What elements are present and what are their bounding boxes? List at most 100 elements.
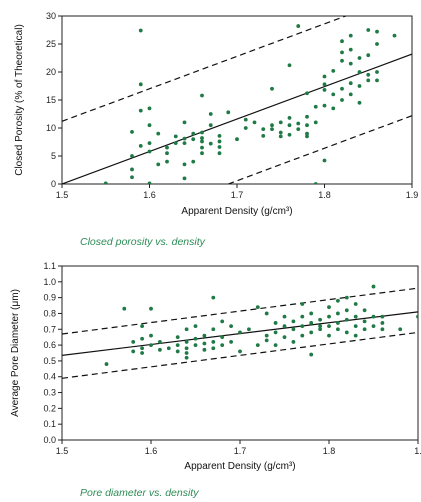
data-point	[270, 127, 274, 132]
data-point	[366, 78, 371, 83]
data-point	[371, 324, 376, 329]
data-point	[217, 145, 222, 149]
data-point	[273, 343, 278, 347]
data-point	[191, 137, 196, 142]
plot-frame	[61, 15, 413, 185]
data-point	[211, 340, 216, 344]
data-point	[357, 84, 362, 88]
data-point	[270, 86, 274, 91]
data-point	[340, 39, 344, 44]
data-point	[202, 347, 207, 352]
data-point	[322, 74, 327, 79]
data-point	[344, 330, 349, 335]
data-point	[175, 349, 180, 354]
data-point	[398, 327, 403, 332]
data-point	[380, 314, 385, 319]
data-point	[149, 333, 153, 338]
lower-band-line	[228, 115, 412, 184]
data-point	[243, 126, 248, 130]
data-point	[130, 130, 134, 134]
x-tick-label: 1.	[414, 446, 421, 456]
y-tick-label: 1.0	[43, 277, 56, 287]
data-point	[296, 24, 301, 28]
data-point	[305, 114, 309, 119]
data-point	[138, 108, 143, 113]
data-point	[182, 136, 187, 141]
data-point	[327, 305, 331, 310]
data-point	[184, 327, 189, 332]
plot-lines	[62, 16, 412, 184]
data-point	[147, 123, 152, 128]
data-point	[322, 82, 327, 87]
plot-lines	[62, 284, 418, 379]
data-point	[278, 134, 283, 139]
data-point	[366, 72, 371, 77]
data-point	[147, 141, 152, 146]
data-point	[208, 141, 213, 146]
data-point	[229, 340, 234, 344]
x-axis-label: Apparent Density (g/cm³)	[184, 461, 295, 472]
y-tick-label: 0.1	[43, 419, 56, 429]
y-tick-label: 0.5	[43, 356, 56, 366]
y-tick-label: 0.0	[43, 435, 56, 445]
data-point	[200, 136, 204, 140]
data-point	[305, 131, 309, 136]
data-point	[348, 81, 353, 86]
data-point	[103, 181, 108, 184]
data-point	[264, 333, 269, 338]
data-point	[131, 349, 136, 354]
data-point	[273, 321, 278, 325]
data-point	[375, 42, 379, 46]
data-point	[287, 116, 292, 120]
data-point	[291, 327, 296, 332]
data-point	[336, 321, 340, 325]
data-point	[208, 123, 213, 128]
data-point	[130, 175, 134, 180]
x-axis-label: Apparent Density (g/cm³)	[181, 206, 292, 217]
data-point	[348, 47, 353, 52]
data-point	[200, 145, 204, 150]
data-point	[202, 341, 207, 346]
data-point	[344, 295, 349, 300]
data-point	[282, 314, 287, 319]
data-point	[366, 53, 371, 58]
data-point	[208, 112, 213, 116]
data-point	[158, 347, 162, 352]
data-point	[184, 355, 189, 360]
data-point	[182, 162, 187, 167]
y-tick-label: 15	[46, 95, 56, 105]
data-point	[175, 335, 180, 340]
data-point	[278, 120, 283, 125]
data-point	[217, 133, 222, 138]
data-point	[243, 117, 248, 122]
data-point	[200, 130, 204, 135]
data-point	[184, 340, 189, 344]
data-point	[313, 182, 318, 184]
data-point	[322, 158, 327, 163]
y-tick-label: 0.9	[43, 293, 56, 303]
data-point	[357, 100, 362, 105]
y-tick-label: 30	[46, 11, 56, 21]
y-axis-label: Average Pore Diameter (μm)	[10, 289, 21, 417]
data-point	[273, 330, 278, 335]
data-point	[313, 104, 318, 109]
data-point	[173, 141, 178, 146]
data-point	[318, 324, 322, 329]
caption-pore-diameter: Pore diameter vs. density	[80, 487, 199, 499]
data-point	[291, 340, 296, 344]
data-point	[138, 28, 143, 33]
data-point	[104, 362, 109, 366]
data-point	[309, 352, 314, 357]
data-point	[322, 103, 327, 108]
data-point	[264, 311, 269, 316]
data-point	[173, 134, 178, 139]
data-point	[138, 82, 143, 87]
data-point	[340, 98, 344, 102]
data-point	[344, 317, 349, 322]
data-point	[130, 154, 134, 158]
y-tick-label: 5	[51, 151, 56, 161]
data-point	[362, 319, 367, 324]
data-point	[264, 338, 269, 343]
y-tick-label: 0.3	[43, 388, 56, 398]
